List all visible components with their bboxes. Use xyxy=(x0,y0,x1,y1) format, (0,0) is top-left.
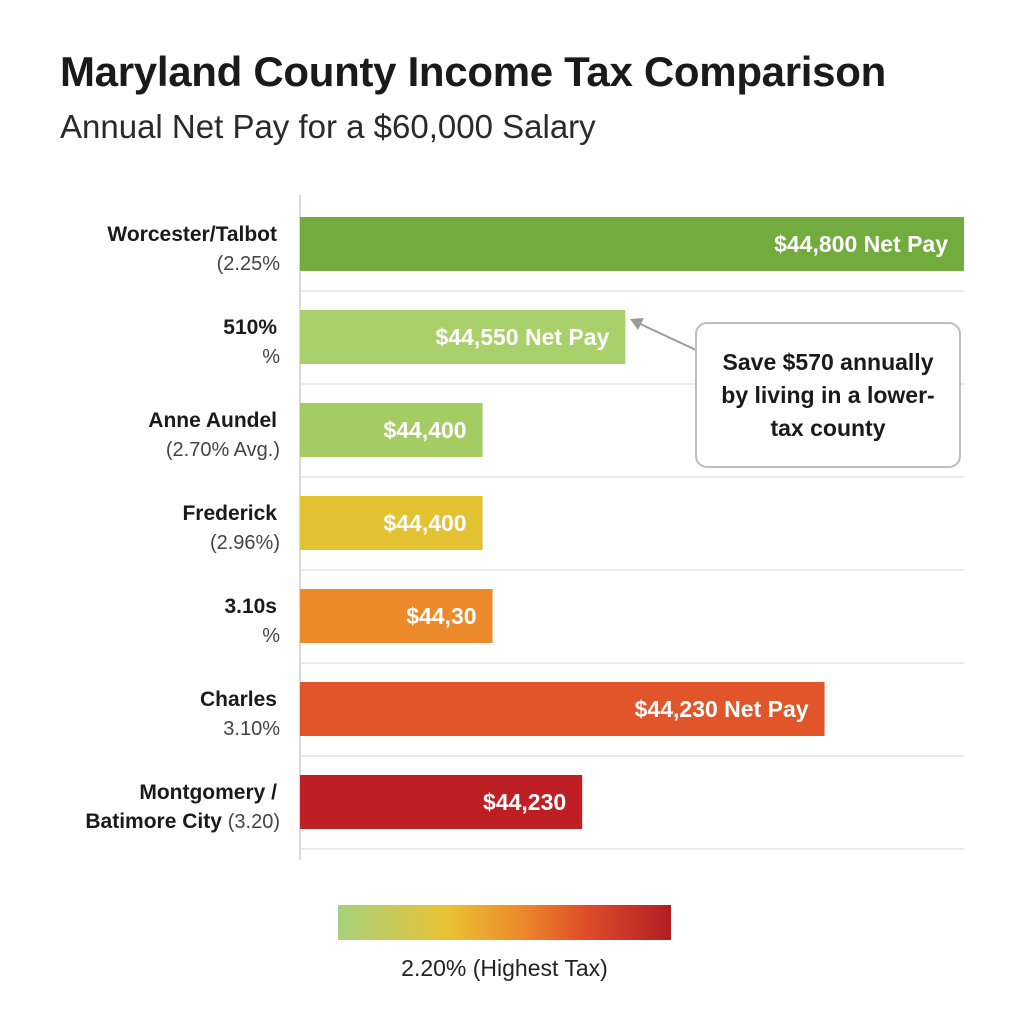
category-sublabel: % xyxy=(262,625,280,647)
tax-color-legend xyxy=(338,905,671,940)
category-label: Frederick xyxy=(182,502,277,525)
bar xyxy=(300,217,964,271)
category-sublabel: 3.10% xyxy=(223,718,280,740)
bar xyxy=(300,403,483,457)
category-label-layer: Worcester/Talbot (2.25% 510%% Anne Aundel (2… xyxy=(85,223,280,833)
savings-callout-text: Save $570 annually by living in a lower-… xyxy=(721,348,935,441)
chart-subtitle: Annual Net Pay for a $60,000 Salary xyxy=(60,108,596,145)
category-sublabel: (2.25% xyxy=(217,253,281,275)
bar-layer: $44,800 Net Pay $44,550 Net Pay $44,400 $44… xyxy=(300,217,964,829)
legend-label: 2.20% (Highest Tax) xyxy=(401,955,608,981)
bar xyxy=(300,682,825,736)
category-label: Worcester/Talbot xyxy=(107,223,277,246)
category-sublabel: Batimore City (3.20) xyxy=(85,810,280,833)
category-sublabel: (2.96%) xyxy=(210,532,280,554)
callout-arrow-head xyxy=(630,318,644,330)
bar-value-label: $44,800 Net Pay xyxy=(774,231,948,257)
category-label: 510% xyxy=(223,316,277,339)
bar-value-label: $44,400 xyxy=(383,510,466,536)
grid-layer xyxy=(299,195,964,860)
bar xyxy=(300,589,493,643)
category-sublabel: % xyxy=(262,346,280,368)
bar-value-label: $44,230 xyxy=(483,789,566,815)
category-label: 3.10s xyxy=(224,595,277,618)
bar xyxy=(300,310,626,364)
bar-value-label: $44,30 xyxy=(406,603,476,629)
chart-title: Maryland County Income Tax Comparison xyxy=(60,48,886,95)
callout-arrow-line xyxy=(635,321,697,351)
category-label: Anne Aundel xyxy=(148,409,277,432)
savings-callout: Save $570 annually by living in a lower-… xyxy=(695,322,961,468)
bar xyxy=(300,496,483,550)
bar-value-label: $44,400 xyxy=(383,417,466,443)
bar-value-label: $44,230 Net Pay xyxy=(635,696,809,722)
bar-value-label: $44,550 Net Pay xyxy=(435,324,609,350)
callout-arrow xyxy=(630,318,697,351)
category-sublabel: (2.70% Avg.) xyxy=(166,439,280,461)
category-label: Charles xyxy=(200,688,277,711)
bar xyxy=(300,775,583,829)
category-label: Montgomery / xyxy=(139,781,277,804)
